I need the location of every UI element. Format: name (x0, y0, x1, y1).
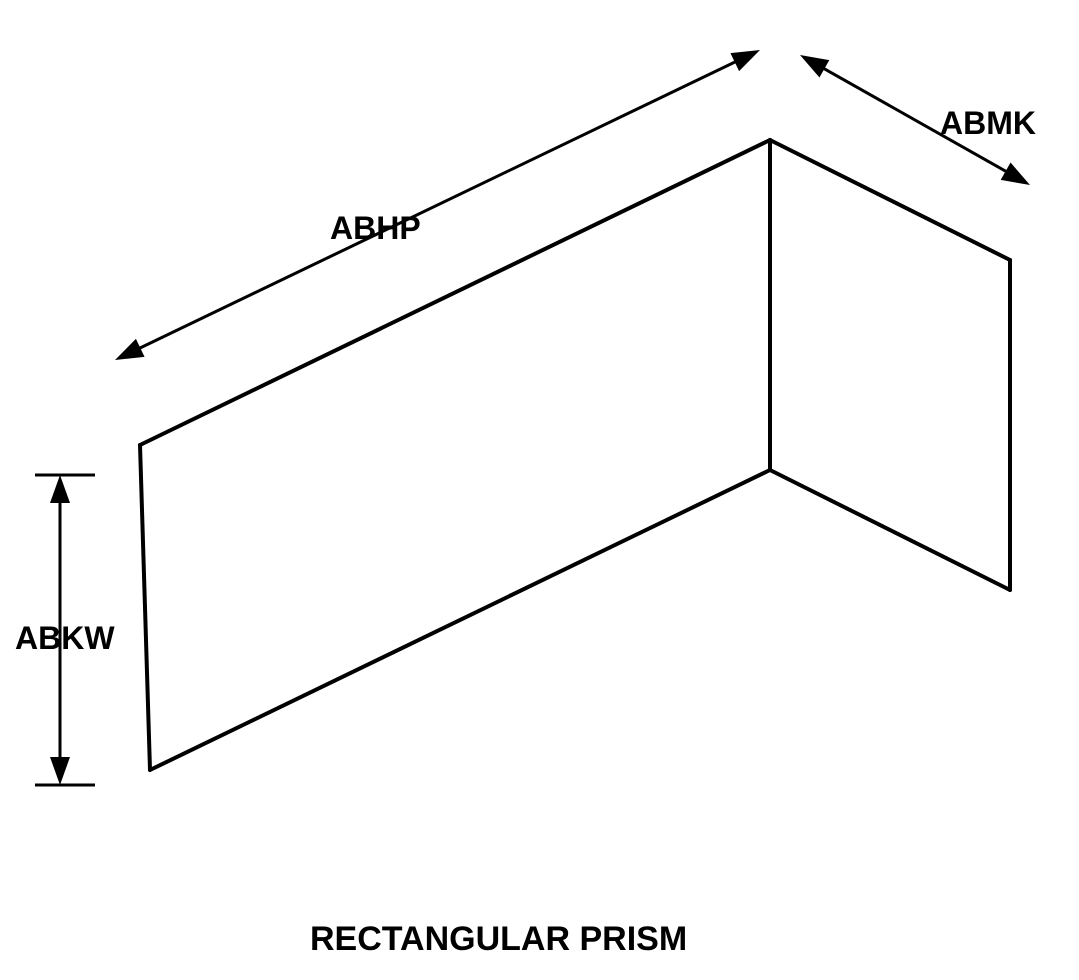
length-label: ABHP (330, 210, 421, 247)
height-label: ABKW (15, 620, 115, 657)
diagram-title: RECTANGULAR PRISM (310, 920, 687, 959)
rectangular-prism-diagram (0, 0, 1079, 980)
width-label: ABMK (940, 105, 1036, 142)
